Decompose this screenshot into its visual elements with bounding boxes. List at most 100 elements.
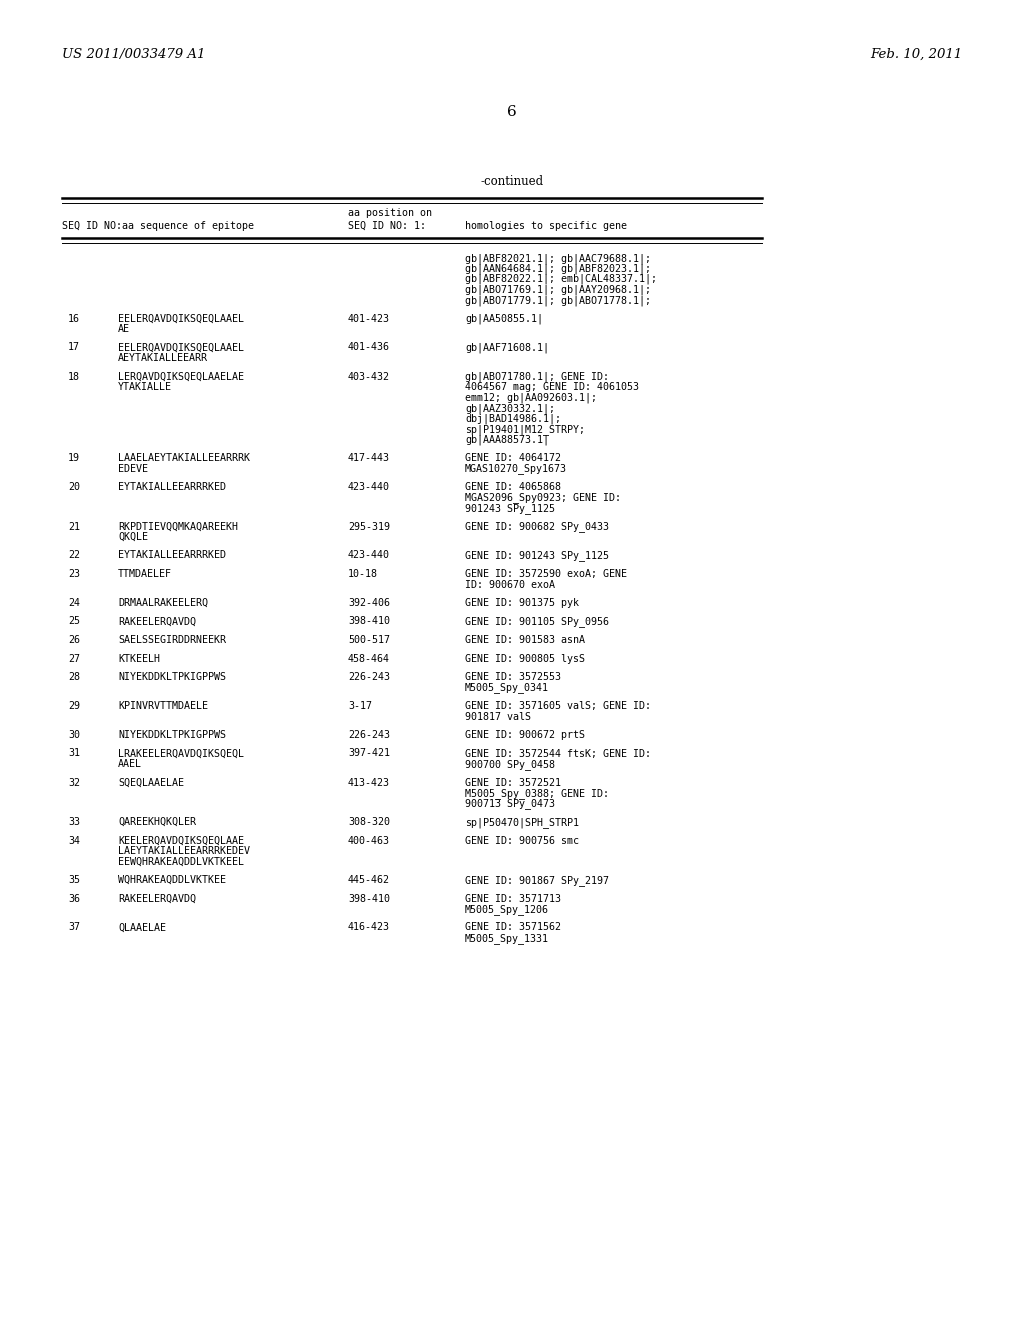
Text: 226-243: 226-243 (348, 672, 390, 682)
Text: gb|ABF82021.1|; gb|AAC79688.1|;: gb|ABF82021.1|; gb|AAC79688.1|; (465, 253, 651, 264)
Text: GENE ID: 3571562: GENE ID: 3571562 (465, 923, 561, 932)
Text: Feb. 10, 2011: Feb. 10, 2011 (869, 48, 962, 61)
Text: GENE ID: 3572544 ftsK; GENE ID:: GENE ID: 3572544 ftsK; GENE ID: (465, 748, 651, 759)
Text: ID: 900670 exoA: ID: 900670 exoA (465, 579, 555, 590)
Text: 458-464: 458-464 (348, 653, 390, 664)
Text: 4064567 mag; GENE ID: 4061053: 4064567 mag; GENE ID: 4061053 (465, 381, 639, 392)
Text: 392-406: 392-406 (348, 598, 390, 609)
Text: AE: AE (118, 323, 130, 334)
Text: 445-462: 445-462 (348, 875, 390, 884)
Text: KEELERQAVDQIKSQEQLAAE: KEELERQAVDQIKSQEQLAAE (118, 836, 244, 846)
Text: 398-410: 398-410 (348, 616, 390, 627)
Text: gb|ABO71769.1|; gb|AAY20968.1|;: gb|ABO71769.1|; gb|AAY20968.1|; (465, 285, 651, 294)
Text: GENE ID: 3572553: GENE ID: 3572553 (465, 672, 561, 682)
Text: GENE ID: 900682 SPy_0433: GENE ID: 900682 SPy_0433 (465, 521, 609, 532)
Text: 22: 22 (68, 550, 80, 561)
Text: 21: 21 (68, 521, 80, 532)
Text: US 2011/0033479 A1: US 2011/0033479 A1 (62, 48, 206, 61)
Text: 3-17: 3-17 (348, 701, 372, 711)
Text: GENE ID: 901867 SPy_2197: GENE ID: 901867 SPy_2197 (465, 875, 609, 886)
Text: LAAELAEYTAKIALLEEARRRK: LAAELAEYTAKIALLEEARRRK (118, 453, 250, 463)
Text: MGAS10270_Spy1673: MGAS10270_Spy1673 (465, 463, 567, 474)
Text: RAKEELERQAVDQ: RAKEELERQAVDQ (118, 616, 196, 627)
Text: 416-423: 416-423 (348, 923, 390, 932)
Text: 20: 20 (68, 482, 80, 492)
Text: 23: 23 (68, 569, 80, 579)
Text: SQEQLAAELAE: SQEQLAAELAE (118, 777, 184, 788)
Text: LERQAVDQIKSQEQLAAELAE: LERQAVDQIKSQEQLAAELAE (118, 371, 244, 381)
Text: M5005_Spy_1206: M5005_Spy_1206 (465, 904, 549, 915)
Text: EYTAKIALLEEARRRKED: EYTAKIALLEEARRRKED (118, 550, 226, 561)
Text: 400-463: 400-463 (348, 836, 390, 846)
Text: SAELSSEGIRDDRNEEKR: SAELSSEGIRDDRNEEKR (118, 635, 226, 645)
Text: 401-436: 401-436 (348, 342, 390, 352)
Text: 398-410: 398-410 (348, 894, 390, 903)
Text: 26: 26 (68, 635, 80, 645)
Text: YTAKIALLE: YTAKIALLE (118, 381, 172, 392)
Text: gb|AAF71608.1|: gb|AAF71608.1| (465, 342, 549, 352)
Text: gb|AAZ30332.1|;: gb|AAZ30332.1|; (465, 403, 555, 413)
Text: 900713 SPy_0473: 900713 SPy_0473 (465, 799, 555, 809)
Text: GENE ID: 901105 SPy_0956: GENE ID: 901105 SPy_0956 (465, 616, 609, 627)
Text: M5005_Spy_0341: M5005_Spy_0341 (465, 682, 549, 693)
Text: 901243 SPy_1125: 901243 SPy_1125 (465, 503, 555, 513)
Text: EELERQAVDQIKSQEQLAAEL: EELERQAVDQIKSQEQLAAEL (118, 342, 244, 352)
Text: TTMDAELEF: TTMDAELEF (118, 569, 172, 579)
Text: 500-517: 500-517 (348, 635, 390, 645)
Text: QLAAELAE: QLAAELAE (118, 923, 166, 932)
Text: WQHRAKEAQDDLVKTKEE: WQHRAKEAQDDLVKTKEE (118, 875, 226, 884)
Text: gb|AAN64684.1|; gb|ABF82023.1|;: gb|AAN64684.1|; gb|ABF82023.1|; (465, 264, 651, 275)
Text: 28: 28 (68, 672, 80, 682)
Text: SEQ ID NO: 1:: SEQ ID NO: 1: (348, 220, 426, 231)
Text: 423-440: 423-440 (348, 550, 390, 561)
Text: GENE ID: 3571713: GENE ID: 3571713 (465, 894, 561, 903)
Text: GENE ID: 900805 lysS: GENE ID: 900805 lysS (465, 653, 585, 664)
Text: AEYTAKIALLEEARR: AEYTAKIALLEEARR (118, 352, 208, 363)
Text: 32: 32 (68, 777, 80, 788)
Text: GENE ID: 901583 asnA: GENE ID: 901583 asnA (465, 635, 585, 645)
Text: 16: 16 (68, 314, 80, 323)
Text: aa position on: aa position on (348, 209, 432, 218)
Text: 25: 25 (68, 616, 80, 627)
Text: 29: 29 (68, 701, 80, 711)
Text: QKQLE: QKQLE (118, 532, 148, 543)
Text: gb|ABF82022.1|; emb|CAL48337.1|;: gb|ABF82022.1|; emb|CAL48337.1|; (465, 275, 657, 285)
Text: 30: 30 (68, 730, 80, 741)
Text: 308-320: 308-320 (348, 817, 390, 828)
Text: 6: 6 (507, 106, 517, 119)
Text: emm12; gb|AA092603.1|;: emm12; gb|AA092603.1|; (465, 392, 597, 403)
Text: MGAS2096_Spy0923; GENE ID:: MGAS2096_Spy0923; GENE ID: (465, 492, 621, 503)
Text: GENE ID: 4065868: GENE ID: 4065868 (465, 482, 561, 492)
Text: RKPDTIEVQQMKAQAREEKH: RKPDTIEVQQMKAQAREEKH (118, 521, 238, 532)
Text: EEWQHRAKEAQDDLVKTKEEL: EEWQHRAKEAQDDLVKTKEEL (118, 857, 244, 866)
Text: LRAKEELERQAVDQIKSQEQL: LRAKEELERQAVDQIKSQEQL (118, 748, 244, 759)
Text: 397-421: 397-421 (348, 748, 390, 759)
Text: M5005_Spy_1331: M5005_Spy_1331 (465, 933, 549, 944)
Text: NIYEKDDKLTPKIGPPWS: NIYEKDDKLTPKIGPPWS (118, 672, 226, 682)
Text: EYTAKIALLEEARRRKED: EYTAKIALLEEARRRKED (118, 482, 226, 492)
Text: 417-443: 417-443 (348, 453, 390, 463)
Text: GENE ID: 901375 pyk: GENE ID: 901375 pyk (465, 598, 579, 609)
Text: sp|P50470|SPH_STRP1: sp|P50470|SPH_STRP1 (465, 817, 579, 828)
Text: GENE ID: 3571605 valS; GENE ID:: GENE ID: 3571605 valS; GENE ID: (465, 701, 651, 711)
Text: AAEL: AAEL (118, 759, 142, 770)
Text: 24: 24 (68, 598, 80, 609)
Text: sp|P19401|M12_STRPY;: sp|P19401|M12_STRPY; (465, 424, 585, 434)
Text: 901817 valS: 901817 valS (465, 711, 531, 722)
Text: 19: 19 (68, 453, 80, 463)
Text: 900700 SPy_0458: 900700 SPy_0458 (465, 759, 555, 770)
Text: homologies to specific gene: homologies to specific gene (465, 220, 627, 231)
Text: 401-423: 401-423 (348, 314, 390, 323)
Text: GENE ID: 4064172: GENE ID: 4064172 (465, 453, 561, 463)
Text: 413-423: 413-423 (348, 777, 390, 788)
Text: KTKEELH: KTKEELH (118, 653, 160, 664)
Text: 36: 36 (68, 894, 80, 903)
Text: 423-440: 423-440 (348, 482, 390, 492)
Text: GENE ID: 901243 SPy_1125: GENE ID: 901243 SPy_1125 (465, 550, 609, 561)
Text: QAREEKHQKQLER: QAREEKHQKQLER (118, 817, 196, 828)
Text: GENE ID: 3572521: GENE ID: 3572521 (465, 777, 561, 788)
Text: RAKEELERQAVDQ: RAKEELERQAVDQ (118, 894, 196, 903)
Text: EDEVE: EDEVE (118, 463, 148, 474)
Text: 27: 27 (68, 653, 80, 664)
Text: 34: 34 (68, 836, 80, 846)
